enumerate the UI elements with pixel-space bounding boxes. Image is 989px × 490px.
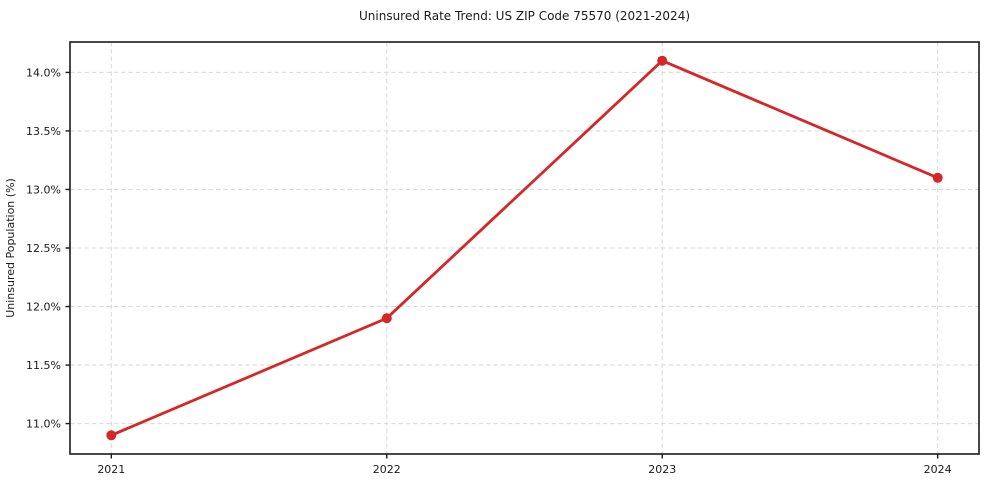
data-point-marker: [932, 172, 943, 183]
y-tick-label: 13.5%: [26, 125, 61, 138]
y-tick-label: 11.5%: [26, 359, 61, 372]
y-tick-label: 11.0%: [26, 418, 61, 431]
y-tick-label: 12.5%: [26, 242, 61, 255]
x-tick-label: 2024: [924, 463, 952, 476]
y-tick-label: 13.0%: [26, 183, 61, 196]
series-layer: [106, 55, 943, 441]
y-axis-label: Uninsured Population (%): [4, 178, 17, 318]
data-point-marker: [381, 313, 392, 324]
trend-line: [109, 59, 940, 437]
x-tick-label: 2023: [648, 463, 676, 476]
grid-layer: [70, 42, 979, 454]
x-tick-label: 2021: [97, 463, 125, 476]
y-tick-label: 14.0%: [26, 66, 61, 79]
tick-layer: 11.0% 11.5% 12.0% 12.5% 13.0% 13.5% 14.0% 2021 2…: [26, 66, 952, 476]
y-tick-label: 12.0%: [26, 301, 61, 314]
data-point-marker: [657, 55, 668, 66]
x-tick-label: 2022: [373, 463, 401, 476]
chart-title: Uninsured Rate Trend: US ZIP Code 75570 …: [359, 9, 690, 23]
data-point-marker: [106, 430, 117, 441]
